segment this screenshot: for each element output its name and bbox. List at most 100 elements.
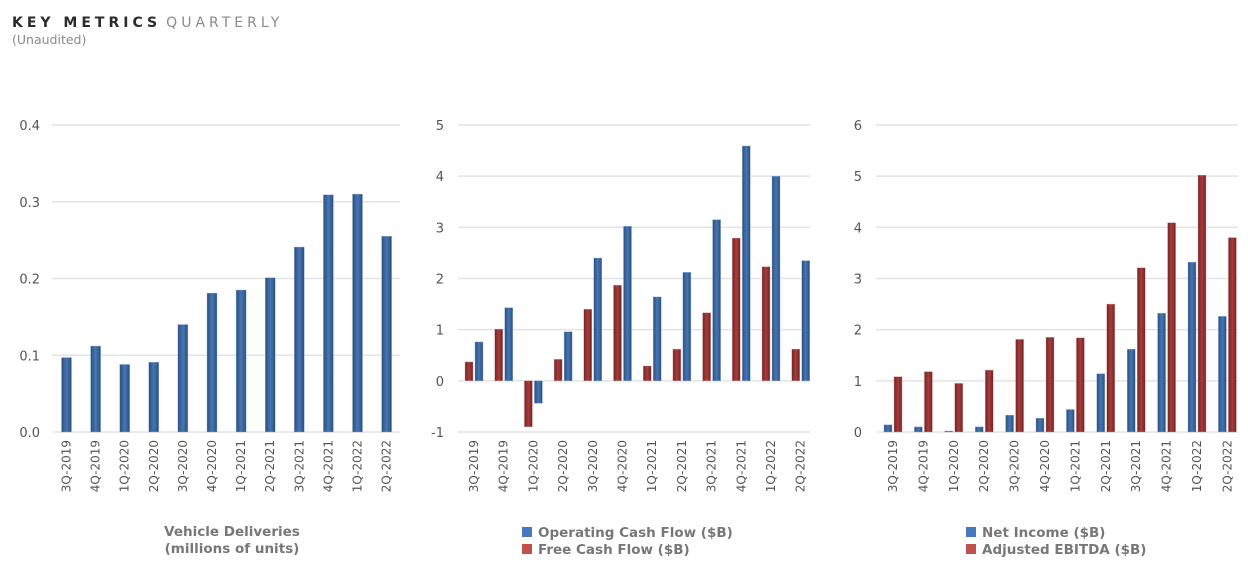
x-tick-label: 1Q-2022 xyxy=(351,440,365,492)
bar-blue-chart1 xyxy=(148,361,160,433)
bar-blue-chart3 xyxy=(883,424,893,433)
bar-red-chart2 xyxy=(761,266,771,382)
x-axis-title: Vehicle Deliveries xyxy=(164,524,300,540)
bar-blue-chart2 xyxy=(563,331,573,382)
x-tick-label: 3Q-2021 xyxy=(1129,440,1143,492)
y-tick-label: 4 xyxy=(436,170,444,185)
bar-red-chart3 xyxy=(1045,337,1055,433)
bar-blue-chart3 xyxy=(1157,313,1166,433)
bar-red-chart2 xyxy=(732,237,741,382)
x-tick-label: 3Q-2020 xyxy=(1008,440,1022,492)
legend-swatch-blue xyxy=(522,527,532,537)
x-tick-label: 3Q-2019 xyxy=(60,440,74,492)
x-tick-label: 1Q-2020 xyxy=(118,440,132,492)
legend-label: Net Income ($B) xyxy=(982,525,1105,541)
bar-blue-chart3 xyxy=(944,430,953,433)
x-tick-label: 2Q-2022 xyxy=(1220,440,1234,492)
bar-red-chart3 xyxy=(954,383,963,433)
x-tick-label: 3Q-2021 xyxy=(705,440,719,492)
x-tick-label: 4Q-2020 xyxy=(1038,440,1052,492)
bar-blue-chart3 xyxy=(1005,414,1014,433)
y-tick-label: -1 xyxy=(431,426,444,441)
x-tick-label: 4Q-2019 xyxy=(916,440,930,492)
subtitle-unaudited: (Unaudited) xyxy=(12,32,87,47)
x-tick-label: 2Q-2021 xyxy=(675,440,689,492)
x-tick-label: 3Q-2021 xyxy=(292,440,306,492)
y-tick-label: 0.2 xyxy=(19,273,40,288)
x-tick-label: 4Q-2021 xyxy=(321,440,335,492)
x-tick-label: 4Q-2021 xyxy=(1160,440,1174,492)
bar-red-chart3 xyxy=(1076,337,1085,433)
x-tick-label: 4Q-2021 xyxy=(734,440,748,492)
legend-swatch-red xyxy=(522,544,532,554)
bar-blue-chart1 xyxy=(294,246,305,433)
x-tick-label: 1Q-2022 xyxy=(1190,440,1204,492)
y-tick-label: 0.4 xyxy=(19,119,40,134)
bar-red-chart3 xyxy=(1228,237,1237,433)
bar-blue-chart1 xyxy=(352,193,363,433)
bar-red-chart3 xyxy=(1106,303,1116,433)
x-tick-label: 1Q-2021 xyxy=(1068,440,1082,492)
bar-blue-chart1 xyxy=(323,194,334,433)
y-tick-label: 0 xyxy=(854,426,862,441)
y-tick-label: 0.3 xyxy=(19,196,40,211)
bar-red-chart3 xyxy=(924,371,933,433)
bar-blue-chart2 xyxy=(771,175,781,382)
bar-blue-chart1 xyxy=(119,364,130,433)
y-tick-label: 1 xyxy=(436,324,444,339)
x-tick-label: 4Q-2019 xyxy=(497,440,511,492)
x-tick-label: 2Q-2020 xyxy=(147,440,161,492)
x-tick-label: 1Q-2020 xyxy=(526,440,540,492)
bar-blue-chart2 xyxy=(653,296,662,382)
y-tick-label: 3 xyxy=(854,273,862,288)
bar-blue-chart2 xyxy=(801,260,810,382)
y-tick-label: 5 xyxy=(436,119,444,134)
legend-label: Free Cash Flow ($B) xyxy=(538,542,690,558)
y-tick-label: 0.1 xyxy=(19,349,40,364)
legend-swatch-blue xyxy=(966,527,976,537)
x-tick-label: 1Q-2020 xyxy=(947,440,961,492)
bar-red-chart2 xyxy=(643,365,652,382)
bar-blue-chart3 xyxy=(1218,316,1227,433)
bar-red-chart2 xyxy=(791,348,800,382)
y-tick-label: 0 xyxy=(436,375,444,390)
bar-blue-chart3 xyxy=(1035,417,1045,433)
x-tick-label: 3Q-2020 xyxy=(586,440,600,492)
bar-red-chart2 xyxy=(494,328,503,382)
bar-blue-chart1 xyxy=(265,277,276,433)
legend-label: Operating Cash Flow ($B) xyxy=(538,525,733,541)
bar-red-chart2 xyxy=(464,361,474,382)
page-header: KEY METRICS QUARTERLY (Unaudited) xyxy=(12,12,283,47)
bar-blue-chart3 xyxy=(1126,348,1136,433)
y-tick-label: 0.0 xyxy=(19,426,40,441)
bar-blue-chart3 xyxy=(1187,261,1197,433)
bar-blue-chart2 xyxy=(534,380,543,404)
x-tick-label: 3Q-2019 xyxy=(886,440,900,492)
x-tick-label: 2Q-2022 xyxy=(794,440,808,492)
bar-blue-chart2 xyxy=(474,341,484,382)
bar-blue-chart2 xyxy=(682,272,692,382)
bar-blue-chart2 xyxy=(623,226,632,382)
bar-blue-chart3 xyxy=(975,426,984,433)
bar-blue-chart3 xyxy=(914,426,923,433)
bar-red-chart2 xyxy=(613,284,622,382)
title-key-metrics: KEY METRICS xyxy=(12,15,162,31)
x-tick-label: 2Q-2022 xyxy=(380,440,394,492)
legend-swatch-red xyxy=(966,544,976,554)
bar-red-chart3 xyxy=(893,376,903,433)
bar-red-chart2 xyxy=(553,359,563,382)
title-quarterly: QUARTERLY xyxy=(166,15,284,31)
bar-blue-chart1 xyxy=(177,324,189,433)
y-tick-label: 2 xyxy=(436,273,444,288)
bar-red-chart2 xyxy=(672,348,682,382)
bar-blue-chart1 xyxy=(61,357,72,433)
x-tick-label: 2Q-2021 xyxy=(263,440,277,492)
bar-red-chart2 xyxy=(524,380,533,428)
bar-blue-chart2 xyxy=(504,307,513,382)
y-tick-label: 3 xyxy=(436,221,444,236)
bar-blue-chart1 xyxy=(90,345,101,433)
x-tick-label: 2Q-2020 xyxy=(556,440,570,492)
x-tick-label: 1Q-2021 xyxy=(645,440,659,492)
bar-red-chart3 xyxy=(1197,174,1207,433)
